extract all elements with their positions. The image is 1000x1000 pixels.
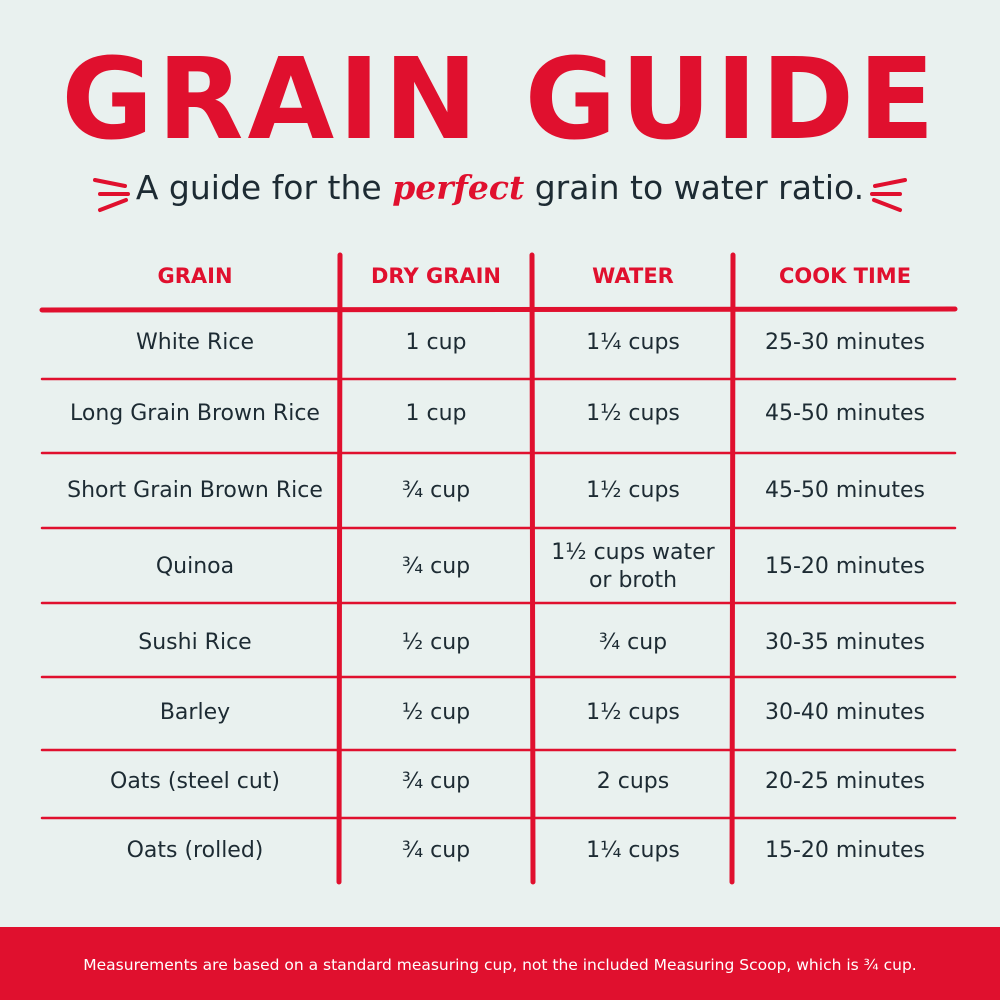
column-header: DRY GRAIN — [370, 264, 502, 288]
table-cell: 1½ cups — [586, 700, 680, 725]
accent-left — [93, 178, 130, 212]
table-cell: 30-40 minutes — [765, 700, 925, 725]
table-cell: 1¼ cups — [586, 838, 680, 863]
table-cell: 30-35 minutes — [765, 630, 925, 655]
table-cell: ½ cup — [401, 630, 471, 655]
column-rule — [336, 252, 343, 885]
grain-name: Short Grain Brown Rice — [67, 478, 323, 503]
subtitle: A guide for the perfect grain to water r… — [0, 166, 1000, 210]
title: GRAIN GUIDE — [61, 35, 939, 165]
grain-name: Barley — [159, 700, 231, 725]
table-cell: 1 cup — [405, 330, 467, 355]
subtitle-text: grain to water ratio. — [534, 168, 865, 207]
grain-name: Sushi Rice — [138, 630, 252, 655]
footer-band — [0, 927, 1000, 1000]
grain-name: Oats (rolled) — [126, 838, 264, 863]
column-header: COOK TIME — [778, 264, 912, 288]
accent-right — [870, 178, 907, 212]
table-cell: 45-50 minutes — [765, 401, 925, 426]
grain-name: White Rice — [136, 330, 254, 355]
table-cell: 25-30 minutes — [765, 330, 925, 355]
table-cell: ¾ cup — [401, 478, 471, 503]
table-cell: 2 cups — [596, 769, 670, 794]
column-rule — [529, 252, 536, 885]
table-cell: 1½ cups water or broth — [551, 540, 715, 593]
column-header: WATER — [592, 264, 674, 288]
column-header: GRAIN — [157, 264, 233, 288]
table-cell: ¾ cup — [401, 554, 471, 579]
table-cell: 1½ cups — [586, 478, 680, 503]
table-cell: ¾ cup — [401, 838, 471, 863]
table-cell: 20-25 minutes — [765, 769, 925, 794]
header-rule — [39, 306, 958, 313]
table-cell: ¾ cup — [401, 769, 471, 794]
table-cell: 1¼ cups — [586, 330, 680, 355]
row-rules — [40, 377, 957, 820]
subtitle-highlight: perfect — [392, 168, 525, 207]
grain-name: Long Grain Brown Rice — [70, 401, 320, 426]
table-cell: ½ cup — [401, 700, 471, 725]
table-cell: ¾ cup — [598, 630, 668, 655]
column-rule — [729, 252, 736, 885]
grain-name: Oats (steel cut) — [110, 769, 280, 794]
subtitle-text: A guide for the — [135, 168, 382, 207]
table-cell: 1 cup — [405, 401, 467, 426]
table-cell: 15-20 minutes — [765, 838, 925, 863]
table-cell: 1½ cups — [586, 401, 680, 426]
table-cell: 15-20 minutes — [765, 554, 925, 579]
footer-note: Measurements are based on a standard mea… — [83, 956, 917, 974]
table-cell: 45-50 minutes — [765, 478, 925, 503]
grain-name: Quinoa — [155, 554, 235, 579]
